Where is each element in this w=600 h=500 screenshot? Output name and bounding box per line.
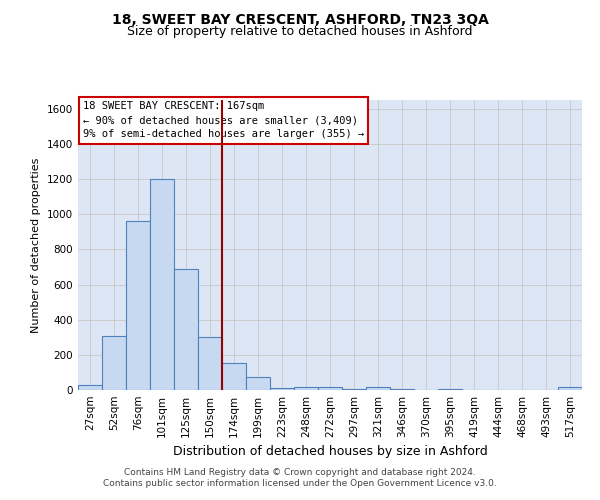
Bar [390, 389, 414, 390]
Bar [126, 222, 150, 390]
X-axis label: Distribution of detached houses by size in Ashford: Distribution of detached houses by size … [173, 446, 487, 458]
Bar [342, 389, 366, 390]
Bar [222, 363, 246, 390]
Bar [270, 388, 294, 390]
Bar [366, 388, 390, 390]
Bar [438, 389, 462, 390]
Text: Size of property relative to detached houses in Ashford: Size of property relative to detached ho… [127, 25, 473, 38]
Bar [150, 179, 174, 390]
Bar [198, 338, 222, 390]
Text: 18, SWEET BAY CRESCENT, ASHFORD, TN23 3QA: 18, SWEET BAY CRESCENT, ASHFORD, TN23 3Q… [112, 12, 488, 26]
Bar [558, 388, 582, 390]
Y-axis label: Number of detached properties: Number of detached properties [31, 158, 41, 332]
Bar [294, 388, 318, 390]
Bar [78, 384, 102, 390]
Bar [102, 336, 126, 390]
Bar [246, 377, 270, 390]
Text: 18 SWEET BAY CRESCENT: 167sqm
← 90% of detached houses are smaller (3,409)
9% of: 18 SWEET BAY CRESCENT: 167sqm ← 90% of d… [83, 102, 364, 140]
Bar [318, 388, 342, 390]
Text: Contains HM Land Registry data © Crown copyright and database right 2024.
Contai: Contains HM Land Registry data © Crown c… [103, 468, 497, 487]
Bar [174, 268, 198, 390]
